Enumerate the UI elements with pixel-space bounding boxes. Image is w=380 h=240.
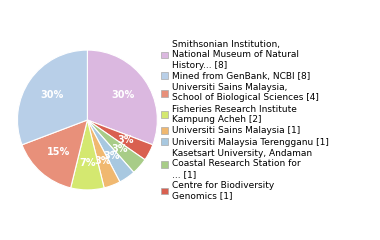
Text: 3%: 3%	[117, 135, 134, 145]
Wedge shape	[22, 120, 87, 188]
Text: 15%: 15%	[47, 147, 70, 157]
Legend: Smithsonian Institution,
National Museum of Natural
History... [8], Mined from G: Smithsonian Institution, National Museum…	[161, 40, 329, 200]
Text: 30%: 30%	[111, 90, 135, 100]
Wedge shape	[87, 120, 134, 182]
Text: 3%: 3%	[104, 151, 120, 161]
Wedge shape	[87, 120, 145, 172]
Wedge shape	[87, 120, 153, 160]
Wedge shape	[71, 120, 104, 190]
Text: 3%: 3%	[95, 156, 111, 166]
Text: 3%: 3%	[112, 144, 128, 154]
Wedge shape	[87, 120, 120, 188]
Text: 30%: 30%	[40, 90, 63, 100]
Wedge shape	[17, 50, 87, 145]
Text: 7%: 7%	[79, 158, 96, 168]
Wedge shape	[87, 50, 157, 145]
